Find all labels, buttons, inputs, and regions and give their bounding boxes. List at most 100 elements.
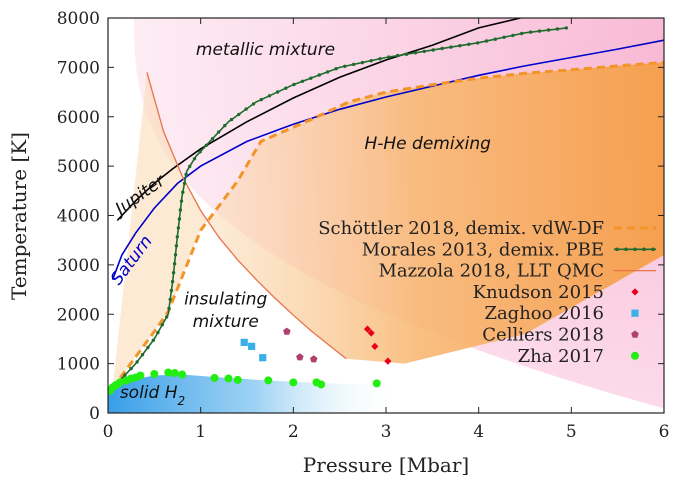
zha-point xyxy=(178,370,187,379)
morales-point xyxy=(182,181,187,185)
morales-point xyxy=(210,137,215,141)
morales-point xyxy=(171,271,176,275)
morales-point xyxy=(284,86,288,90)
y-axis-title: Temperature [K] xyxy=(7,132,31,300)
morales-point xyxy=(165,315,169,319)
zha-point xyxy=(372,379,381,388)
morales-point xyxy=(259,97,263,102)
morales-point xyxy=(167,306,171,311)
region-label: metallic mixture xyxy=(196,40,335,60)
zha-point xyxy=(136,371,145,380)
legend-label: Morales 2013, demix. PBE xyxy=(362,239,604,260)
morales-point xyxy=(309,76,313,80)
morales-point xyxy=(484,39,489,43)
solid-h2-region-fill xyxy=(108,374,405,413)
legend-swatch-dot xyxy=(651,247,655,252)
morales-point xyxy=(378,57,382,61)
x-tick-label: 5 xyxy=(566,422,577,442)
celliers-point xyxy=(310,355,318,363)
morales-point xyxy=(151,338,155,342)
morales-dots xyxy=(110,26,568,390)
knudson-point xyxy=(367,329,375,337)
zaghoo-point xyxy=(259,354,267,362)
legend-swatch-dot xyxy=(615,247,619,252)
morales-point xyxy=(140,353,145,357)
morales-point xyxy=(179,199,184,203)
plot-area xyxy=(108,18,664,413)
morales-point xyxy=(174,244,179,248)
y-tick-label: 0 xyxy=(89,404,100,424)
legend-swatch xyxy=(631,330,639,338)
morales-point xyxy=(413,51,418,55)
morales-point xyxy=(175,235,179,239)
celliers-point xyxy=(296,353,304,361)
morales-point xyxy=(396,53,400,58)
mazzola-line xyxy=(146,72,347,360)
morales-point xyxy=(440,46,444,51)
morales-point xyxy=(170,279,175,284)
morales-point xyxy=(178,208,183,212)
celliers-point xyxy=(283,327,291,335)
demixing-region-fill xyxy=(112,62,664,389)
morales-point xyxy=(458,44,462,48)
knudson-point xyxy=(363,325,372,333)
y-axis-ticks: 0 1000 2000 3000 4000 5000 6000 7000 8000 xyxy=(57,9,664,424)
morales-point xyxy=(449,45,453,49)
schottler-dashed-line xyxy=(111,60,664,390)
morales-point xyxy=(546,28,551,32)
morales-point xyxy=(198,150,202,154)
morales-point xyxy=(511,33,515,38)
x-tick-label: 2 xyxy=(288,422,299,442)
morales-point xyxy=(343,64,347,69)
region-label: insulating xyxy=(184,289,267,309)
experimental-points xyxy=(108,325,392,395)
y-tick-label: 1000 xyxy=(57,355,100,375)
morales-point xyxy=(176,226,181,230)
x-tick-label: 3 xyxy=(381,422,392,442)
morales-point xyxy=(326,70,330,74)
zha-point xyxy=(289,378,298,387)
morales-point xyxy=(422,49,426,54)
region-label: mixture xyxy=(193,312,259,332)
zha-point xyxy=(264,376,273,385)
legend-swatch xyxy=(631,288,639,296)
zha-point xyxy=(164,368,173,377)
morales-point xyxy=(334,67,338,71)
morales-point xyxy=(123,373,127,377)
legend-label: Celliers 2018 xyxy=(482,325,604,346)
knudson-point xyxy=(384,357,392,365)
morales-point xyxy=(192,157,197,161)
morales-point xyxy=(172,262,177,266)
legend-swatch-dot xyxy=(633,247,637,252)
region-label: H-He demixing xyxy=(364,134,491,154)
saturn-isentrope xyxy=(111,39,664,280)
morales-point xyxy=(467,42,471,46)
morales-point xyxy=(275,90,280,94)
zaghoo-point xyxy=(248,342,256,350)
morales-point xyxy=(216,130,221,134)
legend-label: Schöttler 2018, demix. vdW-DF xyxy=(318,218,604,239)
x-tick-label: 4 xyxy=(473,422,484,442)
morales-point xyxy=(528,30,533,34)
morales-point xyxy=(292,82,296,87)
zha-point xyxy=(317,380,326,389)
morales-point xyxy=(520,31,524,36)
morales-point xyxy=(135,360,139,364)
y-tick-label: 7000 xyxy=(57,58,100,78)
morales-point xyxy=(184,172,188,177)
legend-label: Zaghoo 2016 xyxy=(484,303,604,324)
morales-point xyxy=(181,190,185,194)
morales-point xyxy=(300,79,305,84)
morales-point xyxy=(168,297,172,302)
morales-point xyxy=(160,323,164,327)
zha-point xyxy=(210,373,219,382)
morales-point xyxy=(229,117,234,122)
morales-point xyxy=(564,26,568,30)
legend-label: Knudson 2015 xyxy=(473,282,604,303)
morales-point xyxy=(267,94,272,98)
morales-point xyxy=(244,107,248,111)
zha-point xyxy=(233,375,242,384)
legend-swatch-dot xyxy=(642,247,646,252)
